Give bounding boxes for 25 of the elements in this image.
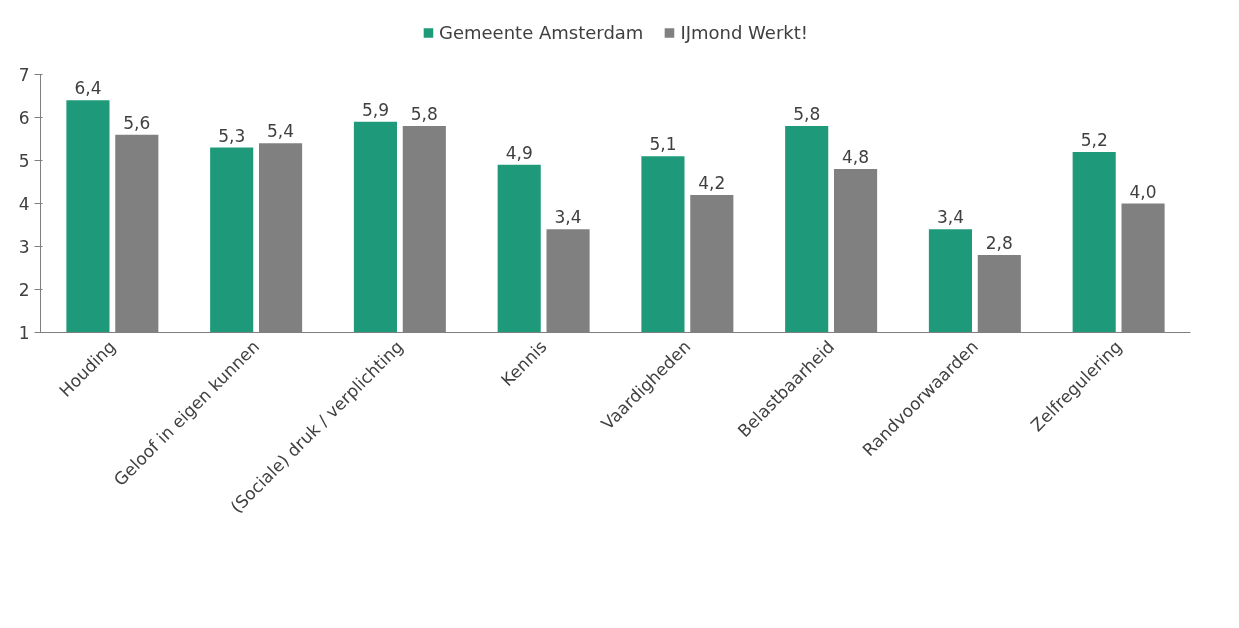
data-label: 5,3 [218, 125, 246, 146]
data-label: 5,2 [1080, 129, 1108, 150]
data-label: 3,4 [554, 207, 582, 228]
y-tick-label: 3 [18, 237, 30, 257]
data-label: 5,8 [793, 104, 821, 125]
data-label: 5,9 [361, 99, 389, 120]
y-tick-label: 2 [18, 280, 30, 300]
data-label: 3,4 [936, 207, 964, 228]
data-label: 6,4 [74, 78, 102, 99]
data-label: 5,8 [410, 104, 438, 125]
data-label: 2,8 [985, 233, 1013, 254]
data-label: 4,2 [698, 172, 726, 193]
data-label: 5,1 [649, 134, 677, 155]
y-tick-label: 1 [18, 323, 30, 343]
data-label: 4,9 [505, 142, 533, 163]
y-tick-label: 7 [18, 65, 30, 85]
legend-label: Gemeente Amsterdam [438, 21, 644, 43]
y-tick-label: 5 [18, 151, 30, 171]
legend-label: IJmond Werkt! [680, 21, 809, 43]
data-label: 4,8 [842, 147, 870, 168]
data-label: 5,6 [123, 112, 151, 133]
y-tick-label: 4 [18, 194, 30, 214]
data-label: 4,0 [1129, 181, 1157, 202]
data-label: 5,4 [267, 121, 295, 142]
y-tick-label: 6 [18, 108, 30, 128]
